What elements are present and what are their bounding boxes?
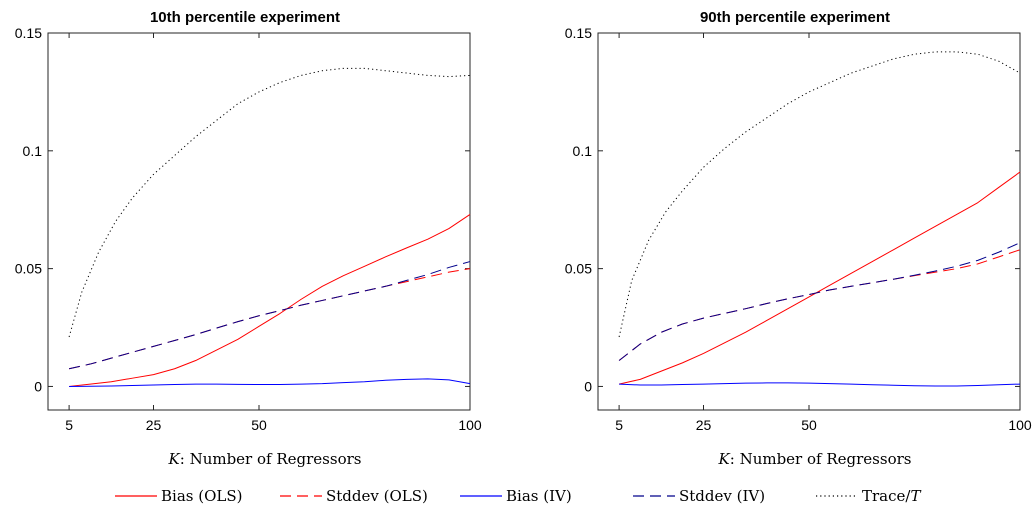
left-y-tick-label: 0.05 <box>15 261 42 277</box>
left-chart-panel: 10th percentile experiment 00.050.10.15 … <box>15 9 482 468</box>
legend-label-trace-var: T <box>910 487 921 505</box>
right-x-tick-label: 25 <box>696 417 712 433</box>
right-series-bias-ols <box>618 171 1021 385</box>
left-x-tick-label: 5 <box>65 417 73 433</box>
legend-item-stddev-iv: Stddev (IV) <box>633 487 765 505</box>
legend-label-stddev-ols: Stddev (OLS) <box>326 487 428 505</box>
right-chart-title: 90th percentile experiment <box>700 9 890 26</box>
legend-item-stddev-ols: Stddev (OLS) <box>280 487 428 505</box>
left-x-tick-label: 100 <box>458 417 482 433</box>
legend-label-stddev-iv: Stddev (IV) <box>679 487 765 505</box>
left-x-tick-label: 50 <box>251 417 267 433</box>
right-x-axis-label-var: K <box>718 450 731 468</box>
left-chart-title: 10th percentile experiment <box>150 9 340 26</box>
left-x-axis: 5 25 50 100 <box>65 33 482 433</box>
left-x-axis-label-text: : Number of Regressors <box>180 450 362 468</box>
left-series-bias-iv <box>69 378 471 387</box>
right-chart-frame <box>597 32 1021 411</box>
left-chart-frame <box>47 32 471 411</box>
left-series-bias-ols <box>69 214 471 387</box>
legend-label-bias-iv: Bias (IV) <box>506 487 572 505</box>
left-x-axis-label: K: Number of Regressors <box>168 450 362 468</box>
left-y-tick-label: 0.1 <box>23 143 43 159</box>
right-x-tick-label: 50 <box>801 417 817 433</box>
right-series-trace-t <box>618 51 1021 338</box>
legend-item-trace: Trace/T <box>816 487 921 505</box>
right-chart-panel: 90th percentile experiment 00.050.10.15 … <box>565 9 1032 468</box>
right-series-bias-iv <box>619 382 1021 387</box>
left-series-stddev-iv <box>68 261 471 370</box>
legend-label-trace-pre: Trace/ <box>862 487 911 505</box>
left-y-tick-label: 0.15 <box>15 25 42 41</box>
right-y-axis: 0 0.05 0.1 0.15 <box>565 25 1020 394</box>
right-series-group <box>618 51 1021 387</box>
legend-label-trace: Trace/T <box>862 487 921 505</box>
left-x-tick-label: 25 <box>146 417 162 433</box>
legend-item-bias-iv: Bias (IV) <box>460 487 572 505</box>
legend-label-bias-ols: Bias (OLS) <box>161 487 242 505</box>
legend-item-bias-ols: Bias (OLS) <box>115 487 242 505</box>
right-y-tick-label: 0.1 <box>573 143 593 159</box>
right-x-axis-label: K: Number of Regressors <box>718 450 912 468</box>
left-series-group <box>68 67 471 387</box>
legend: Bias (OLS) Stddev (OLS) Bias (IV) Stddev… <box>115 487 921 505</box>
left-y-tick-label: 0 <box>34 378 42 394</box>
left-series-trace-t <box>68 67 471 338</box>
right-y-tick-label: 0.05 <box>565 261 592 277</box>
right-x-axis: 5 25 50 100 <box>615 33 1032 433</box>
right-x-tick-label: 100 <box>1008 417 1032 433</box>
right-x-tick-label: 5 <box>615 417 623 433</box>
left-x-axis-label-var: K <box>168 450 181 468</box>
left-y-axis: 0 0.05 0.1 0.15 <box>15 25 470 394</box>
right-series-stddev-ols <box>618 249 1021 361</box>
left-series-stddev-ols <box>68 268 471 370</box>
right-y-tick-label: 0 <box>584 378 592 394</box>
right-y-tick-label: 0.15 <box>565 25 592 41</box>
right-series-stddev-iv <box>618 242 1021 361</box>
right-x-axis-label-text: : Number of Regressors <box>730 450 912 468</box>
